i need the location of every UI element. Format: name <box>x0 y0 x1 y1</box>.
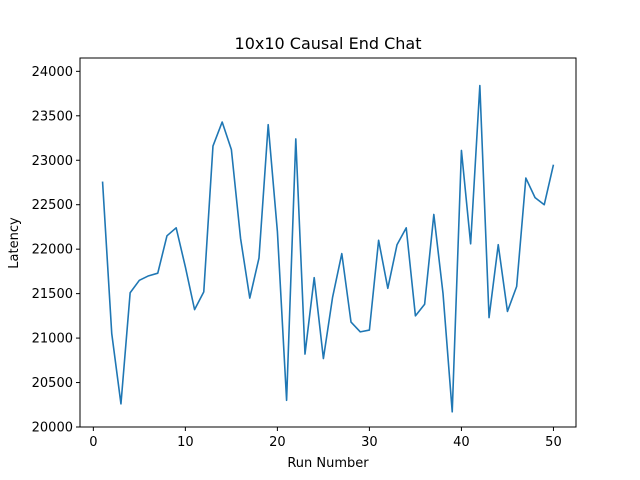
y-tick-label: 20500 <box>32 376 73 391</box>
plot-area: 0 10 20 30 40 50 20000 20500 21000 21500 22000 2250… <box>32 57 577 450</box>
x-tick-label: 50 <box>545 435 562 450</box>
y-tick-label: 23500 <box>32 109 73 124</box>
x-tick-label: 20 <box>269 435 286 450</box>
y-axis-label: Latency <box>7 217 22 269</box>
y-tick-label: 23000 <box>32 154 73 169</box>
y-tick-label: 22500 <box>32 198 73 213</box>
y-tick-label: 22000 <box>32 243 73 258</box>
x-tick-label: 10 <box>177 435 194 450</box>
plot-frame <box>79 57 577 428</box>
y-tick-label: 20000 <box>32 421 73 436</box>
y-tick-label: 21500 <box>32 287 73 302</box>
x-axis-label: Run Number <box>287 456 369 471</box>
series-line <box>101 84 555 413</box>
y-tick-label: 21000 <box>32 332 73 347</box>
chart-title: 10x10 Causal End Chat <box>235 34 422 53</box>
x-tick-label: 0 <box>89 435 97 450</box>
x-tick-label: 40 <box>453 435 470 450</box>
x-tick-label: 30 <box>361 435 378 450</box>
y-tick-label: 24000 <box>32 65 73 80</box>
